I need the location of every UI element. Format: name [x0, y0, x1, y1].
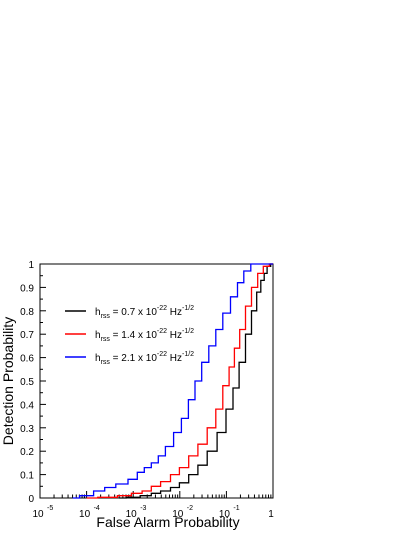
- legend-label-2: hrss = 1.4 x 10-22 Hz-1/2: [95, 328, 194, 343]
- series-line-1: [119, 263, 273, 499]
- y-tick-label: 0.1: [20, 471, 34, 482]
- x-tick-label: 10: [219, 509, 231, 520]
- series-line-2: [86, 263, 273, 499]
- y-tick-label: 0.8: [20, 307, 34, 318]
- x-axis-label: False Alarm Probability: [96, 514, 239, 530]
- x-tick-label: 10: [32, 509, 44, 520]
- y-tick-label: 0.6: [20, 354, 34, 365]
- y-tick-label: 0.4: [20, 400, 34, 411]
- x-tick-exponent: -4: [94, 505, 100, 512]
- legend-label-3: hrss = 2.1 x 10-22 Hz-1/2: [95, 351, 194, 366]
- legend-label-1: hrss = 0.7 x 10-22 Hz-1/2: [95, 305, 194, 320]
- x-tick-exponent: -5: [47, 505, 53, 512]
- y-tick-label: 0: [28, 494, 34, 505]
- y-tick-label: 1: [28, 260, 34, 271]
- legend: hrss = 0.7 x 10-22 Hz-1/2 hrss = 1.4 x 10…: [65, 305, 194, 366]
- y-tick-label: 0.7: [20, 330, 34, 341]
- y-tick-label: 0.9: [20, 283, 34, 294]
- x-tick-exponent: -2: [187, 505, 193, 512]
- y-axis-label: Detection Probability: [0, 317, 16, 445]
- y-tick-label: 0.2: [20, 447, 34, 458]
- x-tick-exponent: -3: [140, 505, 146, 512]
- x-tick-label: 1: [268, 509, 274, 520]
- y-tick-label: 0.5: [20, 377, 34, 388]
- x-tick-label: 10: [126, 509, 138, 520]
- y-tick-label: 0.3: [20, 424, 34, 435]
- x-tick-label: 10: [172, 509, 184, 520]
- plot-area: 00.10.20.30.40.50.60.70.80.9110-510-410-…: [20, 260, 274, 520]
- series-line-3: [72, 263, 273, 499]
- x-tick-label: 10: [79, 509, 91, 520]
- x-tick-exponent: -1: [233, 505, 239, 512]
